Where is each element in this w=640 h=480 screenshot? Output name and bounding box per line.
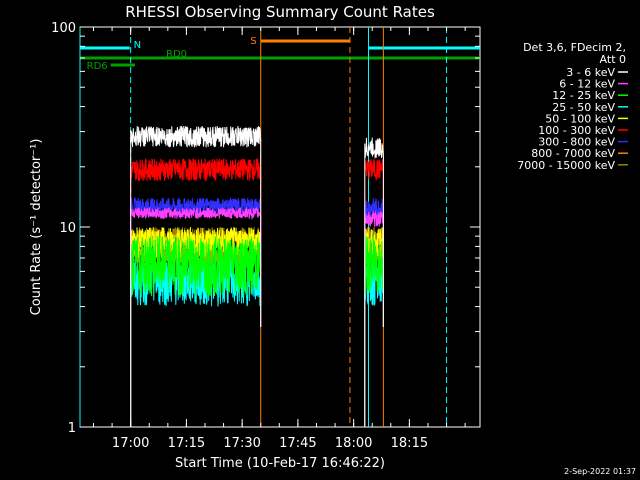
y-tick-label: 100 bbox=[51, 21, 76, 36]
series-trace bbox=[364, 236, 384, 427]
legend-entry-label: 6 - 12 keV bbox=[559, 78, 615, 91]
series-group bbox=[130, 125, 384, 427]
y-axis-label: Count Rate (s⁻¹ detector⁻¹) bbox=[29, 139, 44, 316]
legend-entry-label: 50 - 100 keV bbox=[545, 112, 615, 125]
x-axis-label: Start Time (10-Feb-17 16:46:22) bbox=[175, 456, 385, 471]
series-trace bbox=[364, 137, 384, 427]
y-tick-label: 1 bbox=[68, 421, 76, 436]
vertical-marker-lines bbox=[79, 27, 448, 427]
legend-entry-label: 7000 - 15000 keV bbox=[517, 159, 615, 172]
series-100to300keV bbox=[130, 157, 384, 427]
legend-entry-label: 3 - 6 keV bbox=[566, 66, 615, 79]
x-tick-label: 17:15 bbox=[168, 436, 205, 451]
plot-frame bbox=[79, 26, 481, 428]
series-trace bbox=[364, 211, 384, 427]
series-trace bbox=[364, 158, 384, 427]
x-tick-label: 17:30 bbox=[223, 436, 260, 451]
x-tick-label: 18:00 bbox=[335, 436, 372, 451]
flag-label-s: S bbox=[250, 36, 256, 47]
legend-entry-label: 800 - 7000 keV bbox=[531, 147, 615, 160]
legend-header-line-1: Det 3,6, FDecim 2, bbox=[523, 41, 626, 54]
series-3to6keV bbox=[130, 125, 384, 427]
flag-label-rd0: RD0 bbox=[166, 49, 187, 60]
series-6to12keV bbox=[130, 206, 384, 427]
flag-label-rd6: RD6 bbox=[87, 61, 108, 72]
axes: 17:00 17:15 17:30 17:45 18:00 18:15 1 10 100 bbox=[51, 21, 480, 451]
legend-entry-label: 25 - 50 keV bbox=[552, 101, 615, 114]
footer-date: 2-Sep-2022 01:37 bbox=[564, 467, 636, 476]
series-12to25keV bbox=[130, 236, 384, 427]
legend-entry-label: 300 - 800 keV bbox=[538, 136, 615, 149]
flag-label-n: N bbox=[134, 40, 141, 51]
series-trace bbox=[130, 125, 262, 427]
series-trace bbox=[130, 236, 262, 427]
legend-entry-label: 100 - 300 keV bbox=[538, 124, 615, 137]
legend-entry-label: 12 - 25 keV bbox=[552, 89, 615, 102]
y-tick-label: 10 bbox=[59, 221, 76, 236]
x-tick-label: 17:45 bbox=[279, 436, 316, 451]
x-tick-label: 18:15 bbox=[391, 436, 428, 451]
series-trace bbox=[130, 206, 262, 427]
flag-bars: N S RD0 RD6 bbox=[80, 36, 480, 72]
series-trace bbox=[130, 157, 262, 427]
chart-title: RHESSI Observing Summary Count Rates bbox=[125, 3, 435, 21]
legend-header-line-2: Att 0 bbox=[600, 53, 626, 66]
x-tick-label: 17:00 bbox=[112, 436, 149, 451]
